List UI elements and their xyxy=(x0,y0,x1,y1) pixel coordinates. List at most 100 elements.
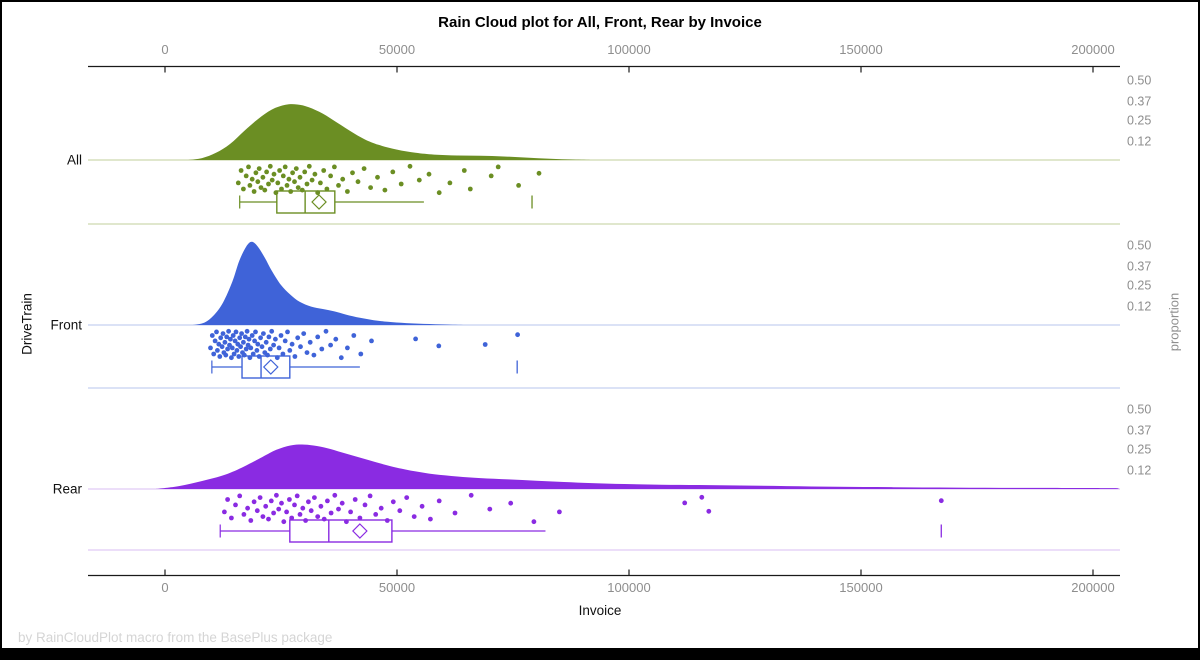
rain-point-all xyxy=(426,171,432,177)
rain-point-front xyxy=(289,341,295,347)
rain-point-rear xyxy=(257,495,263,500)
rain-point-rear xyxy=(222,509,227,515)
rain-point-all xyxy=(536,170,542,176)
rain-point-all xyxy=(375,174,380,180)
rain-point-all xyxy=(318,180,323,186)
rain-point-front xyxy=(232,338,238,344)
rain-point-front xyxy=(233,329,239,335)
rain-point-front xyxy=(225,346,231,352)
rain-point-rear xyxy=(339,500,345,506)
rain-point-front xyxy=(231,351,237,357)
rain-point-all xyxy=(309,177,315,183)
rain-point-rear xyxy=(348,509,353,515)
rain-point-front xyxy=(215,348,220,353)
rain-point-front xyxy=(229,355,234,361)
rain-point-rear xyxy=(336,506,341,512)
rain-point-rear xyxy=(229,515,234,521)
rain-point-front xyxy=(436,343,442,349)
proportion-tick-label-rear: 0.50 xyxy=(1127,403,1151,417)
rain-point-front xyxy=(351,333,357,338)
proportion-tick-label-all: 0.25 xyxy=(1127,114,1151,128)
rain-point-rear xyxy=(254,508,260,514)
rain-point-all xyxy=(321,168,327,173)
rain-point-front xyxy=(234,348,240,353)
rain-point-rear xyxy=(241,512,247,517)
rain-point-front xyxy=(220,331,226,336)
rain-point-all xyxy=(264,169,269,175)
rain-point-rear xyxy=(233,502,238,508)
rain-point-front xyxy=(328,342,333,348)
rain-point-front xyxy=(248,345,254,351)
rain-point-rear xyxy=(531,519,537,525)
rain-point-all xyxy=(271,171,277,177)
rain-point-rear xyxy=(682,500,688,506)
rain-point-rear xyxy=(266,516,271,522)
rain-point-rear xyxy=(260,514,266,519)
rain-point-all xyxy=(304,181,310,187)
rain-point-front xyxy=(259,344,265,350)
rain-point-front xyxy=(274,355,280,361)
rain-point-all xyxy=(269,177,275,183)
rain-point-front xyxy=(237,335,243,341)
rain-point-front xyxy=(338,355,344,361)
x-axis-title: Invoice xyxy=(578,603,622,618)
rain-point-rear xyxy=(225,497,231,502)
rain-point-front xyxy=(292,354,298,359)
x-axis-top-tick-label: 100000 xyxy=(607,42,650,57)
rain-point-rear xyxy=(378,505,384,511)
proportion-tick-label-rear: 0.37 xyxy=(1127,423,1151,437)
rain-point-rear xyxy=(287,497,292,502)
rain-point-front xyxy=(230,333,236,338)
rain-point-front xyxy=(250,351,256,357)
rain-point-front xyxy=(252,338,257,344)
rain-point-front xyxy=(267,346,273,352)
rain-point-rear xyxy=(332,492,338,498)
rain-point-all xyxy=(256,166,262,172)
rain-point-front xyxy=(319,346,325,352)
rain-point-all xyxy=(447,180,453,186)
rain-point-front xyxy=(307,339,313,345)
rain-point-front xyxy=(249,333,255,338)
rain-point-all xyxy=(284,183,290,188)
rain-point-front xyxy=(216,341,222,347)
rain-point-front xyxy=(261,331,266,336)
rain-point-front xyxy=(223,352,229,358)
rain-point-all xyxy=(251,189,257,194)
box-rear xyxy=(289,519,393,543)
x-axis-bottom-tick-label: 100000 xyxy=(607,580,650,595)
rain-point-all xyxy=(260,174,266,180)
proportion-tick-label-front: 0.25 xyxy=(1127,279,1151,293)
rain-point-all xyxy=(324,186,330,192)
rain-point-rear xyxy=(318,503,324,509)
x-axis-top-tick-label: 200000 xyxy=(1071,42,1114,57)
rain-point-rear xyxy=(452,510,458,516)
rain-point-rear xyxy=(274,492,279,498)
rain-point-all xyxy=(382,187,388,193)
x-axis-bottom-tick-label: 150000 xyxy=(839,580,882,595)
proportion-tick-label-front: 0.50 xyxy=(1127,239,1151,253)
rain-point-rear xyxy=(404,495,410,500)
proportion-tick-label-all: 0.12 xyxy=(1127,134,1151,148)
rain-point-front xyxy=(244,328,250,334)
rain-point-all xyxy=(243,173,249,179)
rain-point-all xyxy=(398,181,404,187)
rain-point-all xyxy=(277,168,282,173)
rain-point-front xyxy=(217,354,223,359)
proportion-tick-label-all: 0.50 xyxy=(1127,74,1151,88)
chart-title: Rain Cloud plot for All, Front, Rear by … xyxy=(438,14,762,31)
rain-point-front xyxy=(254,348,260,353)
rain-point-front xyxy=(278,333,284,338)
bottom-black-bar xyxy=(2,648,1198,658)
rain-point-all xyxy=(238,168,244,173)
rain-point-front xyxy=(241,339,246,345)
rain-point-rear xyxy=(292,502,297,508)
rain-point-rear xyxy=(411,514,417,519)
rain-point-all xyxy=(255,179,261,185)
proportion-tick-label-front: 0.12 xyxy=(1127,299,1151,313)
rain-point-all xyxy=(345,189,350,194)
rain-point-rear xyxy=(352,497,358,502)
rain-point-all xyxy=(295,185,301,191)
rain-point-all xyxy=(340,176,346,182)
rain-point-all xyxy=(315,190,321,196)
